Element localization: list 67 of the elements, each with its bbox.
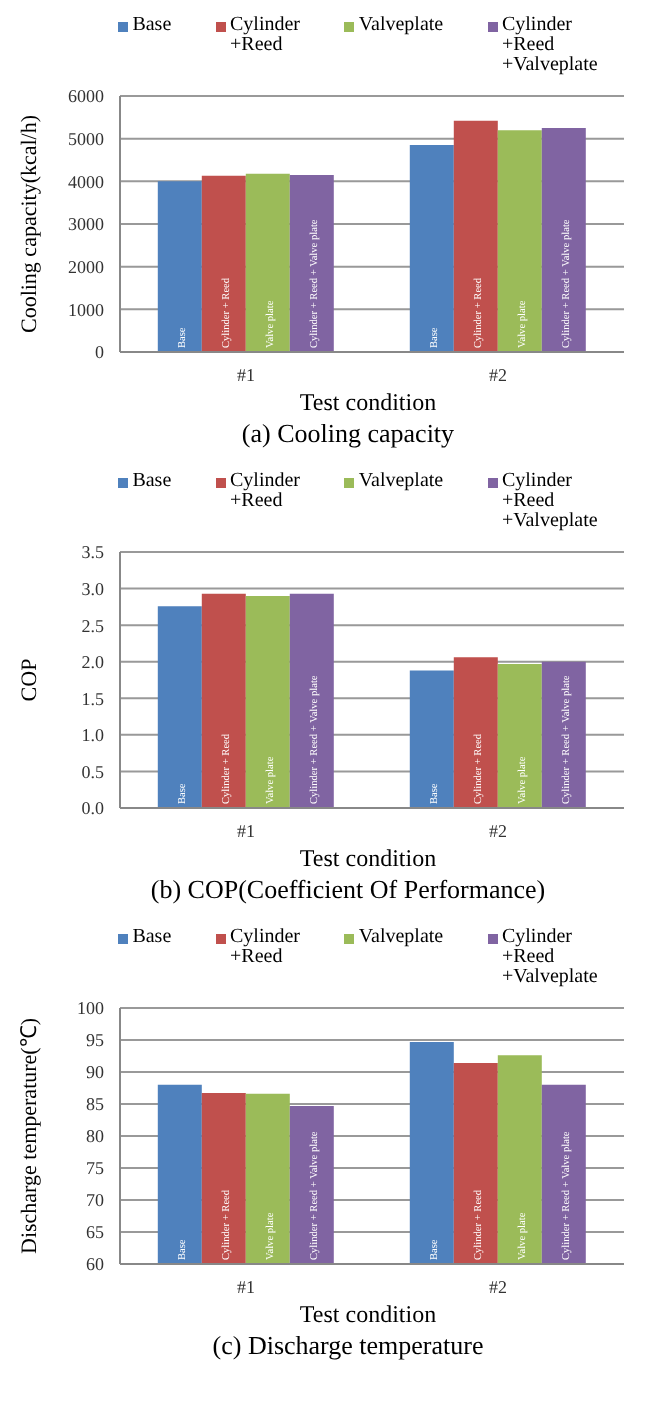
y-tick-label: 85 bbox=[86, 1094, 105, 1115]
y-tick-label: 6000 bbox=[68, 86, 105, 107]
x-tick-label: #1 bbox=[237, 820, 255, 841]
legend-label: Valveplate bbox=[358, 470, 444, 492]
legend-label: Base bbox=[132, 926, 172, 948]
y-tick-label: 95 bbox=[86, 1030, 105, 1051]
y-tick-label: 0.0 bbox=[81, 798, 105, 819]
x-tick-label: #2 bbox=[489, 1276, 507, 1297]
bar bbox=[157, 606, 202, 808]
y-tick-label: 3.0 bbox=[81, 578, 105, 599]
y-tick-label: 0.5 bbox=[81, 761, 105, 782]
legend-label: Cylinder +Reed +Valveplate bbox=[501, 14, 598, 76]
text: (c) Discharge temperature bbox=[210, 1328, 486, 1364]
x-axis-title: Test condition bbox=[297, 1300, 439, 1328]
y-tick-label: 0 bbox=[95, 342, 105, 363]
bar bbox=[541, 128, 586, 352]
bar bbox=[157, 181, 202, 352]
y-tick-label: 75 bbox=[86, 1158, 105, 1179]
y-tick-label: 1.0 bbox=[81, 725, 105, 746]
x-axis-title: Test condition bbox=[297, 844, 439, 872]
y-tick-label: 60 bbox=[86, 1254, 105, 1275]
bar bbox=[497, 663, 542, 808]
bar bbox=[541, 661, 586, 808]
legend-label: Cylinder +Reed +Valveplate bbox=[501, 926, 598, 988]
y-axis-title: COP bbox=[17, 658, 42, 702]
legend-label: Base bbox=[132, 14, 172, 36]
y-tick-label: 65 bbox=[86, 1222, 105, 1243]
y-axis-title: Discharge temperature(℃) bbox=[17, 1017, 42, 1254]
y-tick-label: 3.5 bbox=[81, 542, 105, 563]
x-tick-label: #2 bbox=[489, 820, 507, 841]
legend-label: Cylinder +Reed bbox=[230, 14, 301, 56]
bar bbox=[453, 657, 498, 808]
bar bbox=[409, 145, 454, 352]
bar bbox=[201, 175, 246, 352]
y-tick-label: 80 bbox=[86, 1126, 105, 1147]
bar bbox=[453, 120, 498, 352]
bar bbox=[289, 593, 334, 808]
y-tick-label: 2.0 bbox=[81, 652, 105, 673]
bar bbox=[497, 130, 542, 352]
y-tick-label: 5000 bbox=[68, 129, 105, 150]
legend-label: Cylinder +Reed bbox=[230, 926, 301, 968]
bar bbox=[409, 670, 454, 808]
x-axis-title: Test condition bbox=[297, 388, 439, 416]
bar bbox=[289, 174, 334, 352]
y-tick-label: 2000 bbox=[68, 257, 105, 278]
text: (b) COP(Coefficient Of Performance) bbox=[148, 872, 548, 908]
y-tick-label: 3000 bbox=[68, 214, 105, 235]
legend-label: Base bbox=[132, 470, 172, 492]
y-tick-label: 1000 bbox=[68, 299, 105, 320]
bar bbox=[245, 595, 290, 808]
bar bbox=[201, 593, 246, 808]
legend-label: Valveplate bbox=[358, 926, 444, 948]
legend-label: Cylinder +Reed bbox=[230, 470, 301, 512]
x-tick-label: #2 bbox=[489, 364, 507, 385]
y-tick-label: 100 bbox=[77, 998, 105, 1019]
y-tick-label: 2.5 bbox=[81, 615, 105, 636]
y-tick-label: 4000 bbox=[68, 171, 105, 192]
bar bbox=[245, 173, 290, 352]
legend-label: Valveplate bbox=[358, 14, 444, 36]
text: (a) Cooling capacity bbox=[239, 416, 457, 452]
y-tick-label: 90 bbox=[86, 1062, 105, 1083]
legend-label: Cylinder +Reed +Valveplate bbox=[501, 470, 598, 532]
x-tick-label: #1 bbox=[237, 364, 255, 385]
y-tick-label: 70 bbox=[86, 1190, 105, 1211]
y-axis-title: Cooling capacity(kcal/h) bbox=[17, 114, 42, 334]
y-tick-label: 1.5 bbox=[81, 688, 105, 709]
x-tick-label: #1 bbox=[237, 1276, 255, 1297]
